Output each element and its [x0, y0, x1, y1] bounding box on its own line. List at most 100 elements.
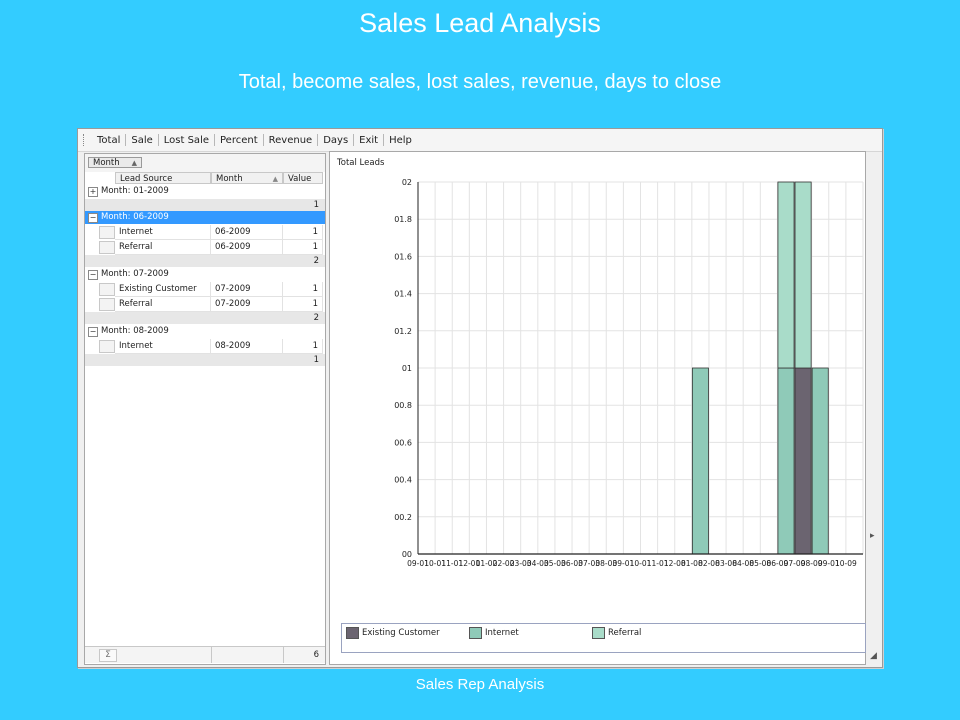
- x-tick-label: 10-01: [630, 559, 652, 568]
- y-tick-label: 02: [402, 178, 412, 187]
- x-tick-label: 04-08: [732, 559, 754, 568]
- chart-title: Total Leads: [337, 158, 385, 168]
- group-label: Month: 07-2009: [101, 269, 169, 279]
- x-tick-label: 01-08: [681, 559, 703, 568]
- menu-total[interactable]: Total: [97, 134, 121, 146]
- menu-lost-sale[interactable]: Lost Sale: [163, 134, 209, 146]
- menu-sale[interactable]: Sale: [131, 134, 153, 146]
- group-footer-row: 2: [85, 255, 325, 267]
- legend-swatch: [469, 627, 482, 639]
- x-tick-label: 09-01: [818, 559, 840, 568]
- row-indicator[interactable]: [99, 226, 115, 239]
- x-tick-label: 07-09: [784, 559, 806, 568]
- x-tick-label: 02-08: [698, 559, 720, 568]
- menu-help[interactable]: Help: [389, 134, 412, 146]
- menu-separator: [383, 134, 385, 146]
- x-tick-label: 05-03: [544, 559, 566, 568]
- menu-separator: [317, 134, 319, 146]
- x-tick-label: 04-03: [527, 559, 549, 568]
- legend-swatch: [346, 627, 359, 639]
- toolbar-grip[interactable]: [83, 134, 88, 146]
- table-row[interactable]: Internet 08-2009 1: [85, 339, 325, 354]
- group-row[interactable]: − Month: 08-2009: [85, 325, 325, 338]
- y-tick-label: 01.4: [394, 290, 412, 299]
- row-indicator[interactable]: [99, 283, 115, 296]
- group-by-month-chip[interactable]: Month ▲: [88, 157, 142, 168]
- cell-value: 1: [283, 339, 323, 354]
- bar-referral: [777, 181, 795, 369]
- x-tick-label: 09-01: [407, 559, 429, 568]
- menu-revenue[interactable]: Revenue: [268, 134, 313, 146]
- cell-value: 1: [283, 225, 323, 240]
- cell-lead-source: Referral: [115, 297, 211, 312]
- cell-lead-source: Referral: [115, 240, 211, 255]
- group-total: 1: [313, 355, 319, 365]
- cell-month: 07-2009: [211, 297, 283, 312]
- chart-panel: Total Leads 00 00.2 00.4 00.6 00.8 01 01.2 01.4…: [329, 151, 866, 665]
- cell-value: 1: [283, 282, 323, 297]
- legend-label: Internet: [485, 628, 519, 638]
- menu-exit[interactable]: Exit: [359, 134, 379, 146]
- chart-legend: Existing Customer Internet Referral: [341, 623, 866, 653]
- legend-label: Existing Customer: [362, 628, 440, 638]
- group-label: Month: 08-2009: [101, 326, 169, 336]
- table-row[interactable]: Internet 06-2009 1: [85, 225, 325, 240]
- cell-value: 1: [283, 240, 323, 255]
- group-total: 2: [313, 256, 319, 266]
- x-tick-label: 08-09: [801, 559, 823, 568]
- group-footer-row: 2: [85, 312, 325, 324]
- table-row[interactable]: Existing Customer 07-2009 1: [85, 282, 325, 297]
- x-tick-label: 11-01: [647, 559, 669, 568]
- group-total: 2: [313, 313, 319, 323]
- y-tick-label: 00.4: [394, 476, 412, 485]
- y-tick-label: 01: [402, 364, 412, 373]
- collapse-icon[interactable]: −: [88, 213, 98, 223]
- group-footer-row: 1: [85, 354, 325, 366]
- group-row-selected[interactable]: − Month: 06-2009: [85, 211, 325, 224]
- column-header-lead-source[interactable]: Lead Source: [115, 172, 211, 184]
- y-tick-label: 01.2: [394, 327, 412, 336]
- menu-separator: [262, 134, 264, 146]
- collapse-icon[interactable]: −: [88, 327, 98, 337]
- expand-icon[interactable]: +: [88, 187, 98, 197]
- row-indicator[interactable]: [99, 241, 115, 254]
- column-header-label: Lead Source: [120, 174, 173, 184]
- x-tick-label: 11-01: [441, 559, 463, 568]
- x-tick-label: 08-03: [595, 559, 617, 568]
- row-indicator[interactable]: [99, 340, 115, 353]
- legend-item: Internet: [469, 624, 519, 642]
- column-header-month[interactable]: Month ▲: [211, 172, 283, 184]
- cell-month: 06-2009: [211, 240, 283, 255]
- slide-footer: Sales Rep Analysis: [415, 676, 545, 693]
- slide-subtitle: Total, become sales, lost sales, revenue…: [238, 71, 722, 93]
- app-window: Total Sale Lost Sale Percent Revenue Day…: [77, 128, 883, 668]
- menu-separator: [353, 134, 355, 146]
- column-header-value[interactable]: Value: [283, 172, 323, 184]
- column-header-label: Month: [216, 174, 243, 184]
- menu-percent[interactable]: Percent: [220, 134, 258, 146]
- table-row[interactable]: Referral 06-2009 1: [85, 240, 325, 255]
- grid-summary-footer: Σ 6: [85, 646, 325, 663]
- menu-days[interactable]: Days: [323, 134, 349, 146]
- bar-existing-customer: [794, 367, 812, 555]
- table-row[interactable]: Referral 07-2009 1: [85, 297, 325, 312]
- x-tick-label: 01-02: [476, 559, 498, 568]
- cell-lead-source: Existing Customer: [115, 282, 211, 297]
- sort-up-icon: ▲: [272, 175, 278, 183]
- cell-lead-source: Internet: [115, 225, 211, 240]
- resize-grip-icon[interactable]: ◢: [870, 651, 877, 661]
- cell-value: 1: [283, 297, 323, 312]
- group-row[interactable]: − Month: 07-2009: [85, 268, 325, 281]
- legend-swatch: [592, 627, 605, 639]
- x-tick-label: 09-01: [612, 559, 634, 568]
- row-indicator[interactable]: [99, 298, 115, 311]
- footer-separator: [283, 647, 284, 663]
- group-label: Month: 06-2009: [101, 212, 169, 222]
- footer-separator: [211, 647, 212, 663]
- grand-total: 6: [313, 650, 319, 660]
- menu-separator: [214, 134, 215, 146]
- bar-internet: [811, 367, 829, 555]
- group-row[interactable]: + Month: 01-2009: [85, 185, 325, 198]
- collapse-icon[interactable]: −: [88, 270, 98, 280]
- scroll-up-icon[interactable]: ▸: [870, 531, 875, 541]
